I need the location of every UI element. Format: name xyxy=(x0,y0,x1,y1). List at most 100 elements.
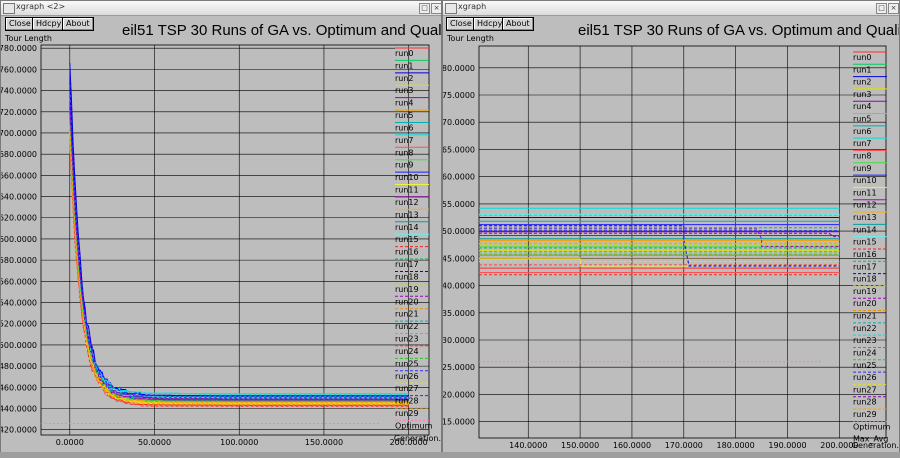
y-tick-label: 600.0000 xyxy=(1,235,37,244)
legend-label-extra: Max_Avg xyxy=(853,435,888,444)
legend-label: run3 xyxy=(395,86,414,95)
legend-label: run28 xyxy=(395,397,419,406)
legend-label: run2 xyxy=(395,74,414,83)
y-tick-label: 660.0000 xyxy=(1,171,37,180)
series-line-run28 xyxy=(479,232,840,238)
y-tick-label: 760.0000 xyxy=(1,65,37,74)
legend-label: run10 xyxy=(395,173,419,182)
y-tick-label: 475.0000 xyxy=(443,91,475,100)
y-axis-title: Tour Length xyxy=(447,34,494,43)
maximize-icon[interactable]: □ xyxy=(419,3,430,14)
x-tick-label: 180.0000 xyxy=(717,441,755,450)
y-tick-label: 680.0000 xyxy=(1,150,37,159)
y-tick-label: 620.0000 xyxy=(1,214,37,223)
y-tick-label: 500.0000 xyxy=(1,341,37,350)
window-titlebar[interactable]: xgraph <2> □ × xyxy=(1,1,441,16)
legend-label: run12 xyxy=(853,201,877,210)
legend-label: run21 xyxy=(395,310,419,319)
y-tick-label: 720.0000 xyxy=(1,108,37,117)
y-tick-label: 440.0000 xyxy=(1,405,37,414)
legend-label: run20 xyxy=(853,299,877,308)
series-line-run7 xyxy=(69,127,409,395)
close-window-icon[interactable]: × xyxy=(888,3,899,14)
legend-label: run18 xyxy=(853,275,877,284)
legend-label: run10 xyxy=(853,176,877,185)
legend-label: run14 xyxy=(853,225,877,234)
maximize-icon[interactable]: □ xyxy=(876,3,887,14)
x-tick-label: 150.0000 xyxy=(305,438,343,447)
y-tick-label: 460.0000 xyxy=(1,383,37,392)
legend-label: run15 xyxy=(853,238,877,247)
y-tick-label: 455.0000 xyxy=(443,200,475,209)
y-tick-label: 780.0000 xyxy=(1,44,37,53)
legend-label: run8 xyxy=(395,148,414,157)
y-tick-label: 425.0000 xyxy=(443,363,475,372)
legend-label: run23 xyxy=(853,336,877,345)
legend-label: run7 xyxy=(395,136,414,145)
y-tick-label: 540.0000 xyxy=(1,299,37,308)
window-titlebar[interactable]: xgraph □ × xyxy=(443,1,899,16)
series-line-run24 xyxy=(69,137,409,407)
legend-label: run11 xyxy=(853,188,877,197)
y-tick-label: 700.0000 xyxy=(1,129,37,138)
legend-label: run22 xyxy=(853,324,877,333)
legend-label: run11 xyxy=(395,186,419,195)
legend-label: run22 xyxy=(395,322,419,331)
window-title: xgraph <2> xyxy=(16,2,66,11)
series-line-run26 xyxy=(69,94,409,399)
legend-label: run9 xyxy=(395,161,414,170)
y-tick-label: 560.0000 xyxy=(1,277,37,286)
legend-label: run13 xyxy=(395,210,419,219)
series-line-run20 xyxy=(479,228,840,247)
y-tick-label: 740.0000 xyxy=(1,87,37,96)
close-button[interactable]: Close xyxy=(446,17,476,31)
series-line-run25 xyxy=(69,120,409,402)
y-tick-label: 480.0000 xyxy=(1,362,37,371)
xgraph-window-right: xgraph □ × Close Hdcpy About eil51 TSP 3… xyxy=(442,0,900,458)
plot-frame xyxy=(478,45,887,439)
hdcpy-button[interactable]: Hdcpy xyxy=(32,17,66,31)
y-tick-label: 520.0000 xyxy=(1,320,37,329)
window-menu-icon[interactable] xyxy=(3,3,15,14)
y-tick-label: 640.0000 xyxy=(1,193,37,202)
legend-label: run25 xyxy=(853,361,877,370)
x-tick-label: 160.0000 xyxy=(613,441,651,450)
y-tick-label: 435.0000 xyxy=(443,309,475,318)
y-tick-label: 460.0000 xyxy=(443,173,475,182)
legend-label: run18 xyxy=(395,272,419,281)
close-window-icon[interactable]: × xyxy=(431,3,441,14)
legend-label: run8 xyxy=(853,151,872,160)
legend-label: run21 xyxy=(853,312,877,321)
legend-label: run16 xyxy=(853,250,877,259)
x-tick-label: 140.0000 xyxy=(509,441,547,450)
y-tick-label: 480.0000 xyxy=(443,64,475,73)
series-line-run28 xyxy=(69,107,409,400)
legend-label: run4 xyxy=(395,99,414,108)
about-button[interactable]: About xyxy=(62,17,94,31)
legend-label: run14 xyxy=(395,223,419,232)
y-tick-label: 470.0000 xyxy=(443,118,475,127)
series-line-run27 xyxy=(69,131,409,404)
window-menu-icon[interactable] xyxy=(445,3,457,14)
legend-label: run19 xyxy=(853,287,877,296)
legend-label: run16 xyxy=(395,248,419,257)
y-tick-label: 415.0000 xyxy=(443,418,475,427)
legend-label: run13 xyxy=(853,213,877,222)
legend-label: run24 xyxy=(853,348,877,357)
legend-label: run12 xyxy=(395,198,419,207)
legend-label-optimum: Optimum xyxy=(395,421,433,430)
xgraph-window-left: xgraph <2> □ × Close Hdcpy About eil51 T… xyxy=(0,0,442,458)
x-axis-title: Generation. xyxy=(394,434,441,443)
legend-label: run0 xyxy=(395,49,414,58)
legend-label: run28 xyxy=(853,398,877,407)
x-tick-label: 50.0000 xyxy=(138,438,171,447)
plot-area: 415.0000 420.0000 425.0000 430.0000 435.0000… xyxy=(443,45,899,450)
legend-label-optimum: Optimum xyxy=(853,422,891,431)
legend-label: run6 xyxy=(853,127,872,136)
legend-label: run25 xyxy=(395,359,419,368)
hdcpy-button[interactable]: Hdcpy xyxy=(473,17,507,31)
series-line-run23 xyxy=(69,128,409,396)
legend-label: run1 xyxy=(853,65,872,74)
legend-label: run27 xyxy=(853,385,877,394)
about-button[interactable]: About xyxy=(502,17,534,31)
